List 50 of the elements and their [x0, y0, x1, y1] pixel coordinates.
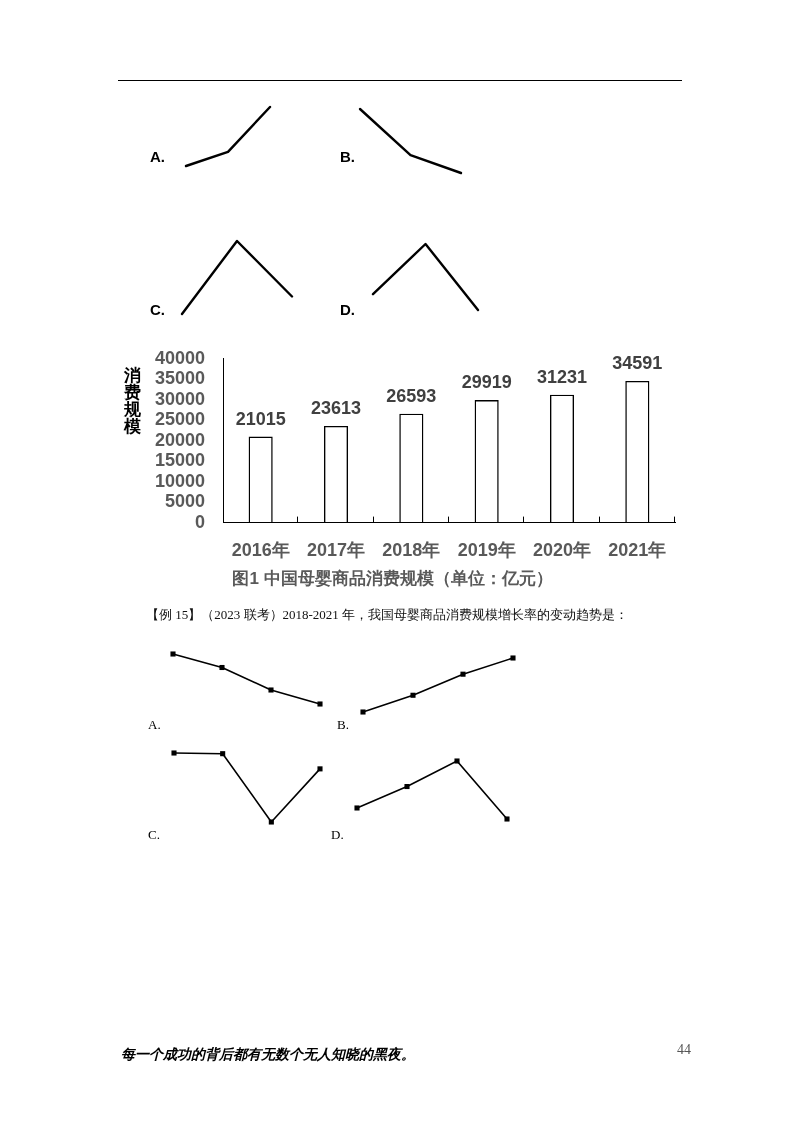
y-tick-label: 35000 [154, 368, 205, 389]
y-tick-label: 40000 [154, 347, 205, 368]
x-tick-label: 2020年 [532, 540, 592, 561]
text: 【例 15】（2023 联考）2018-2021 年，我国母婴商品消费规模增长率的变动趋势是： [146, 606, 629, 624]
text: B. [340, 148, 355, 165]
data-label: 31231 [536, 366, 588, 387]
point [454, 758, 460, 764]
point [268, 819, 274, 825]
point [404, 784, 410, 790]
data-label: 23613 [310, 397, 362, 418]
data-label: 29919 [461, 372, 512, 393]
y-tick-label: 0 [194, 511, 205, 532]
x-tick-label: 2016年 [231, 540, 290, 561]
text: A. [148, 716, 161, 733]
x-tick-label: 2021年 [608, 540, 667, 561]
point [317, 766, 323, 772]
y-tick-label: 5000 [164, 491, 205, 512]
point [170, 651, 176, 657]
x-tick-label: 2017年 [306, 540, 366, 561]
data-label: 34591 [612, 352, 663, 373]
point [219, 751, 225, 757]
text: B. [337, 716, 349, 733]
point [268, 687, 274, 693]
y-axis-title: 消费规模 [124, 366, 141, 436]
point [317, 701, 323, 707]
point [504, 816, 510, 822]
data-label: 26593 [386, 385, 437, 406]
y-tick-label: 30000 [154, 388, 205, 409]
point [171, 750, 177, 756]
point [410, 692, 416, 698]
point [360, 709, 366, 715]
text: A. [150, 147, 165, 165]
text: C. [150, 300, 165, 318]
point [219, 665, 225, 671]
text: 图1 中国母婴商品消费规模（单位：亿元） [232, 569, 553, 589]
y-tick-label: 25000 [154, 409, 205, 430]
text: C. [148, 826, 160, 843]
y-tick-label: 20000 [154, 429, 205, 450]
text: D. [340, 300, 355, 318]
y-tick-label: 15000 [154, 450, 205, 471]
x-tick-label: 2019年 [457, 540, 516, 561]
data-label: 21015 [235, 408, 286, 429]
x-tick-label: 2018年 [382, 540, 441, 561]
point [510, 655, 516, 661]
point [354, 805, 360, 811]
text: 每一个成功的背后都有无数个无人知晓的黑夜。 [121, 1045, 415, 1064]
y-tick-label: 10000 [154, 470, 205, 491]
text: 44 [677, 1041, 691, 1058]
text: D. [331, 826, 344, 843]
point [460, 671, 466, 677]
